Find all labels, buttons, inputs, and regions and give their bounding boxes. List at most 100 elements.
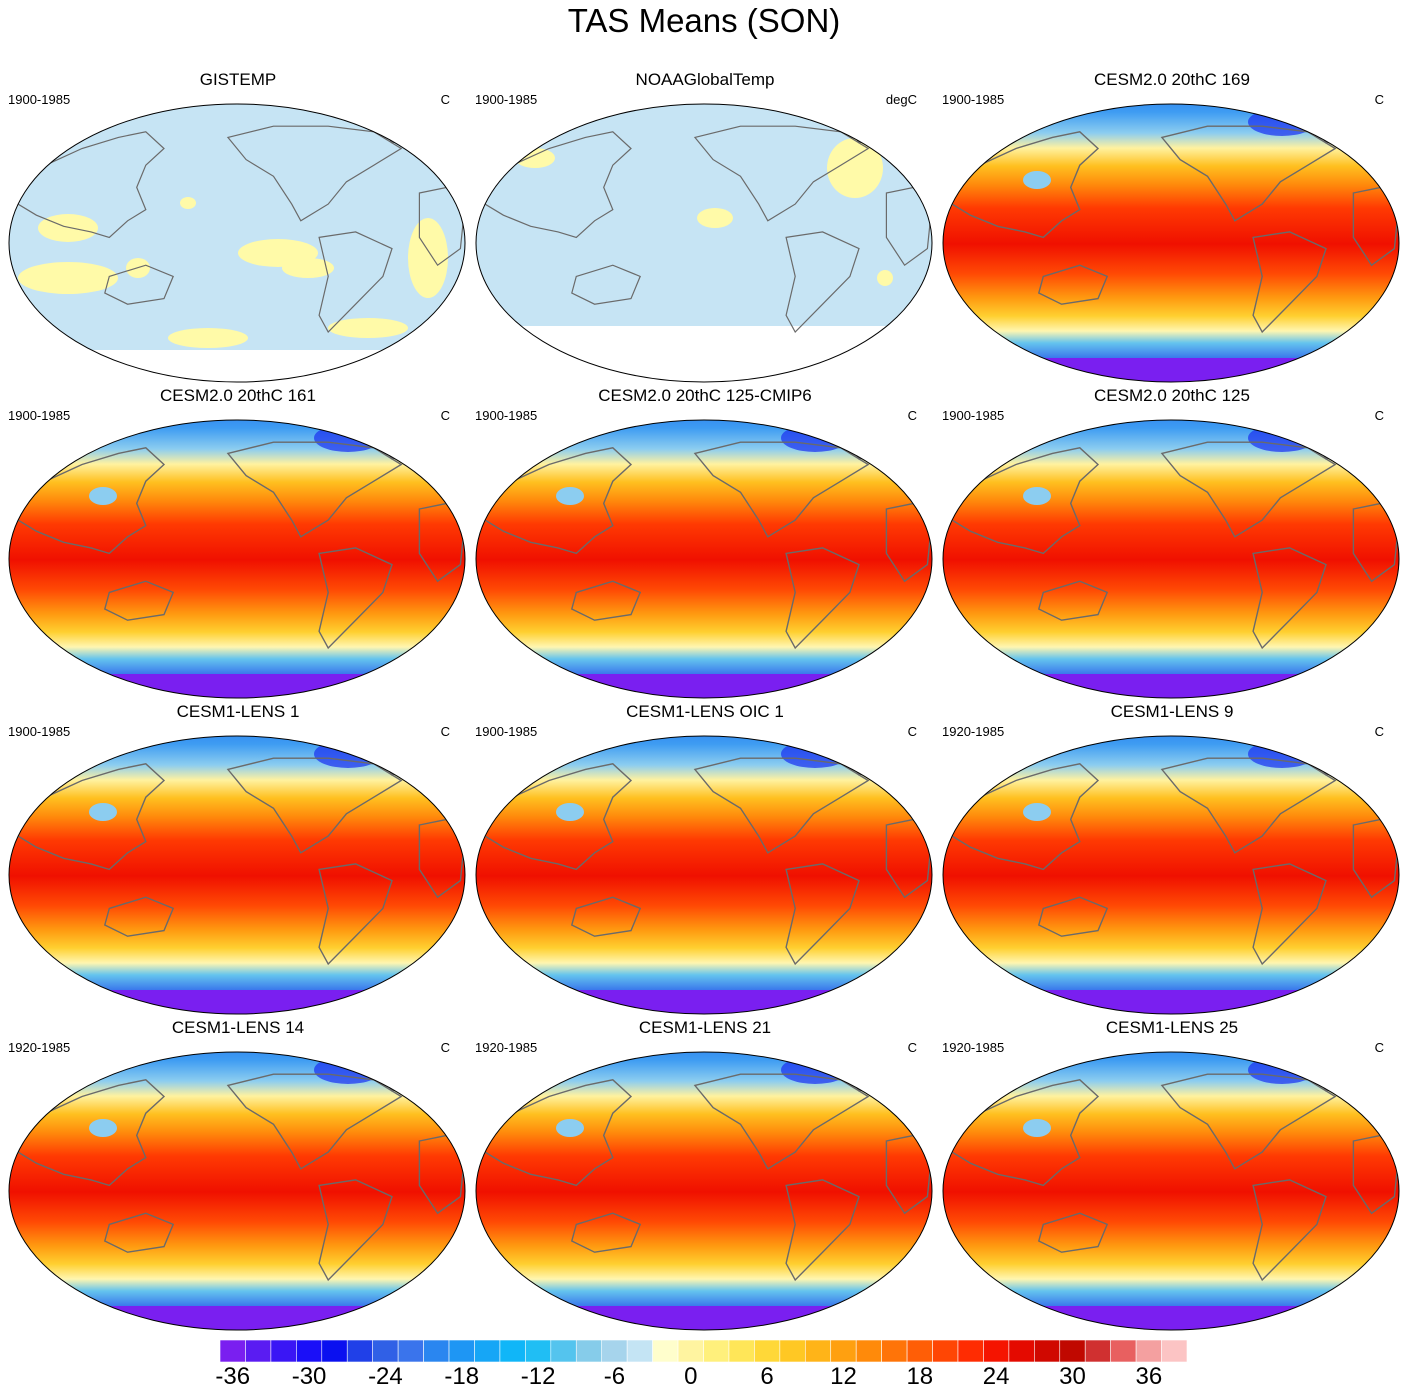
colorbar-swatch <box>245 1339 272 1363</box>
map-panel: CESM1-LENS OIC 1 1900-1985 C <box>475 702 935 1015</box>
coastline <box>951 1079 1100 1187</box>
panel-title: CESM1-LENS 14 <box>171 1018 305 1037</box>
panel-title: NOAAGlobalTemp <box>635 70 775 89</box>
colorbar-swatch <box>983 1339 1010 1363</box>
colorbar-swatch <box>1084 1339 1111 1363</box>
colorbar-swatch <box>652 1339 679 1363</box>
coastline <box>1252 863 1327 966</box>
colorbar-swatch <box>703 1339 730 1363</box>
coastline <box>484 1079 633 1187</box>
colorbar-swatch <box>525 1339 552 1363</box>
coastline <box>1160 125 1337 222</box>
panel-units: C <box>440 92 450 107</box>
colorbar-swatch <box>754 1339 781 1363</box>
world-map <box>8 419 466 699</box>
colorbar-swatch <box>372 1339 399 1363</box>
colorbar-tick-label: -12 <box>520 1363 556 1390</box>
panel-period: 1920-1985 <box>8 1040 71 1055</box>
panel-units: C <box>907 724 917 739</box>
colorbar-swatch <box>1110 1339 1137 1363</box>
coastline <box>226 1073 403 1170</box>
colorbar-swatch <box>550 1339 577 1363</box>
panel-title: CESM1-LENS 21 <box>638 1018 772 1037</box>
colorbar-swatch <box>855 1339 882 1363</box>
colorbar-swatch <box>423 1339 450 1363</box>
panel-title: CESM2.0 20thC 161 <box>160 386 316 405</box>
panel-period: 1900-1985 <box>8 724 71 739</box>
panel-period: 1920-1985 <box>942 1040 1005 1055</box>
panel-units: C <box>907 408 917 423</box>
colorbar-tick-label: 0 <box>684 1363 698 1390</box>
colorbar-swatch <box>1059 1339 1086 1363</box>
colorbar-swatch <box>626 1339 653 1363</box>
panel-period: 1900-1985 <box>8 408 71 423</box>
coastline <box>693 125 870 222</box>
map-panel: CESM1-LENS 21 1920-1985 C <box>475 1018 935 1331</box>
map-panel: CESM2.0 20thC 161 1900-1985 C <box>8 386 468 699</box>
panel-title: CESM1-LENS 1 <box>176 702 300 721</box>
map-panel: CESM2.0 20thC 169 1900-1985 C <box>942 70 1402 383</box>
coastline <box>571 264 641 305</box>
coastline <box>951 131 1100 239</box>
map-panel: CESM1-LENS 14 1920-1985 C <box>8 1018 468 1331</box>
world-map <box>475 419 933 699</box>
colorbar-swatch <box>830 1339 857 1363</box>
coastline <box>785 1179 860 1282</box>
coastline <box>951 763 1100 871</box>
panel-title: CESM2.0 20thC 125-CMIP6 <box>598 386 812 405</box>
coastline <box>1037 264 1109 305</box>
map-panel: CESM2.0 20thC 125-CMIP6 1900-1985 C <box>475 386 935 699</box>
coastline <box>104 264 174 305</box>
colorbar-swatch <box>270 1339 297 1363</box>
panel-title: CESM1-LENS OIC 1 <box>626 702 784 721</box>
panel-period: 1900-1985 <box>942 408 1005 423</box>
coastline <box>1160 1073 1337 1170</box>
coastline <box>1037 1212 1109 1253</box>
colorbar-swatch <box>957 1339 984 1363</box>
colorbar-swatch <box>321 1339 348 1363</box>
coastline <box>318 231 393 333</box>
coastline <box>693 757 870 854</box>
coastline <box>17 1079 166 1187</box>
colorbar-swatch <box>906 1339 933 1363</box>
colorbar-swatch <box>1135 1339 1162 1363</box>
panel-units: C <box>440 1040 450 1055</box>
coastline <box>226 125 403 222</box>
map-panel: CESM1-LENS 9 1920-1985 C <box>942 702 1402 1015</box>
colorbar-tick-label: -30 <box>291 1363 327 1390</box>
colorbar-tick-label: -6 <box>603 1363 626 1390</box>
colorbar-swatch <box>677 1339 704 1363</box>
coastline <box>484 447 633 555</box>
panel-period: 1900-1985 <box>8 92 71 107</box>
world-map <box>942 103 1400 383</box>
colorbar-swatch <box>601 1339 628 1363</box>
colorbar-tick-label: 12 <box>830 1363 857 1390</box>
coastline <box>1037 896 1109 937</box>
coastline <box>785 231 860 333</box>
panel-units: C <box>907 1040 917 1055</box>
colorbar-swatch <box>575 1339 603 1363</box>
coastline <box>226 441 403 538</box>
coastline <box>103 1212 175 1253</box>
colorbar-tick-label: 6 <box>760 1363 774 1390</box>
coastline <box>484 131 632 239</box>
panel-title: CESM2.0 20thC 125 <box>1094 386 1250 405</box>
colorbar-swatch <box>932 1339 959 1363</box>
panel-period: 1900-1985 <box>475 724 538 739</box>
coastline <box>318 547 393 650</box>
colorbar-tick-label: -24 <box>368 1363 403 1390</box>
coastline <box>1160 757 1337 854</box>
coastline <box>570 1212 642 1253</box>
world-map <box>8 103 466 383</box>
map-panel: NOAAGlobalTemp 1900-1985 degC <box>475 70 935 383</box>
panel-units: C <box>1374 1040 1384 1055</box>
colorbar-tick-label: -18 <box>444 1363 480 1390</box>
panel-period: 1920-1985 <box>942 724 1005 739</box>
world-map <box>8 1051 466 1331</box>
coastline <box>570 580 642 621</box>
world-map <box>942 1051 1400 1331</box>
colorbar-swatch <box>1008 1339 1035 1363</box>
coastline <box>103 580 175 621</box>
coastline <box>17 447 166 555</box>
colorbar-swatch <box>397 1339 424 1363</box>
